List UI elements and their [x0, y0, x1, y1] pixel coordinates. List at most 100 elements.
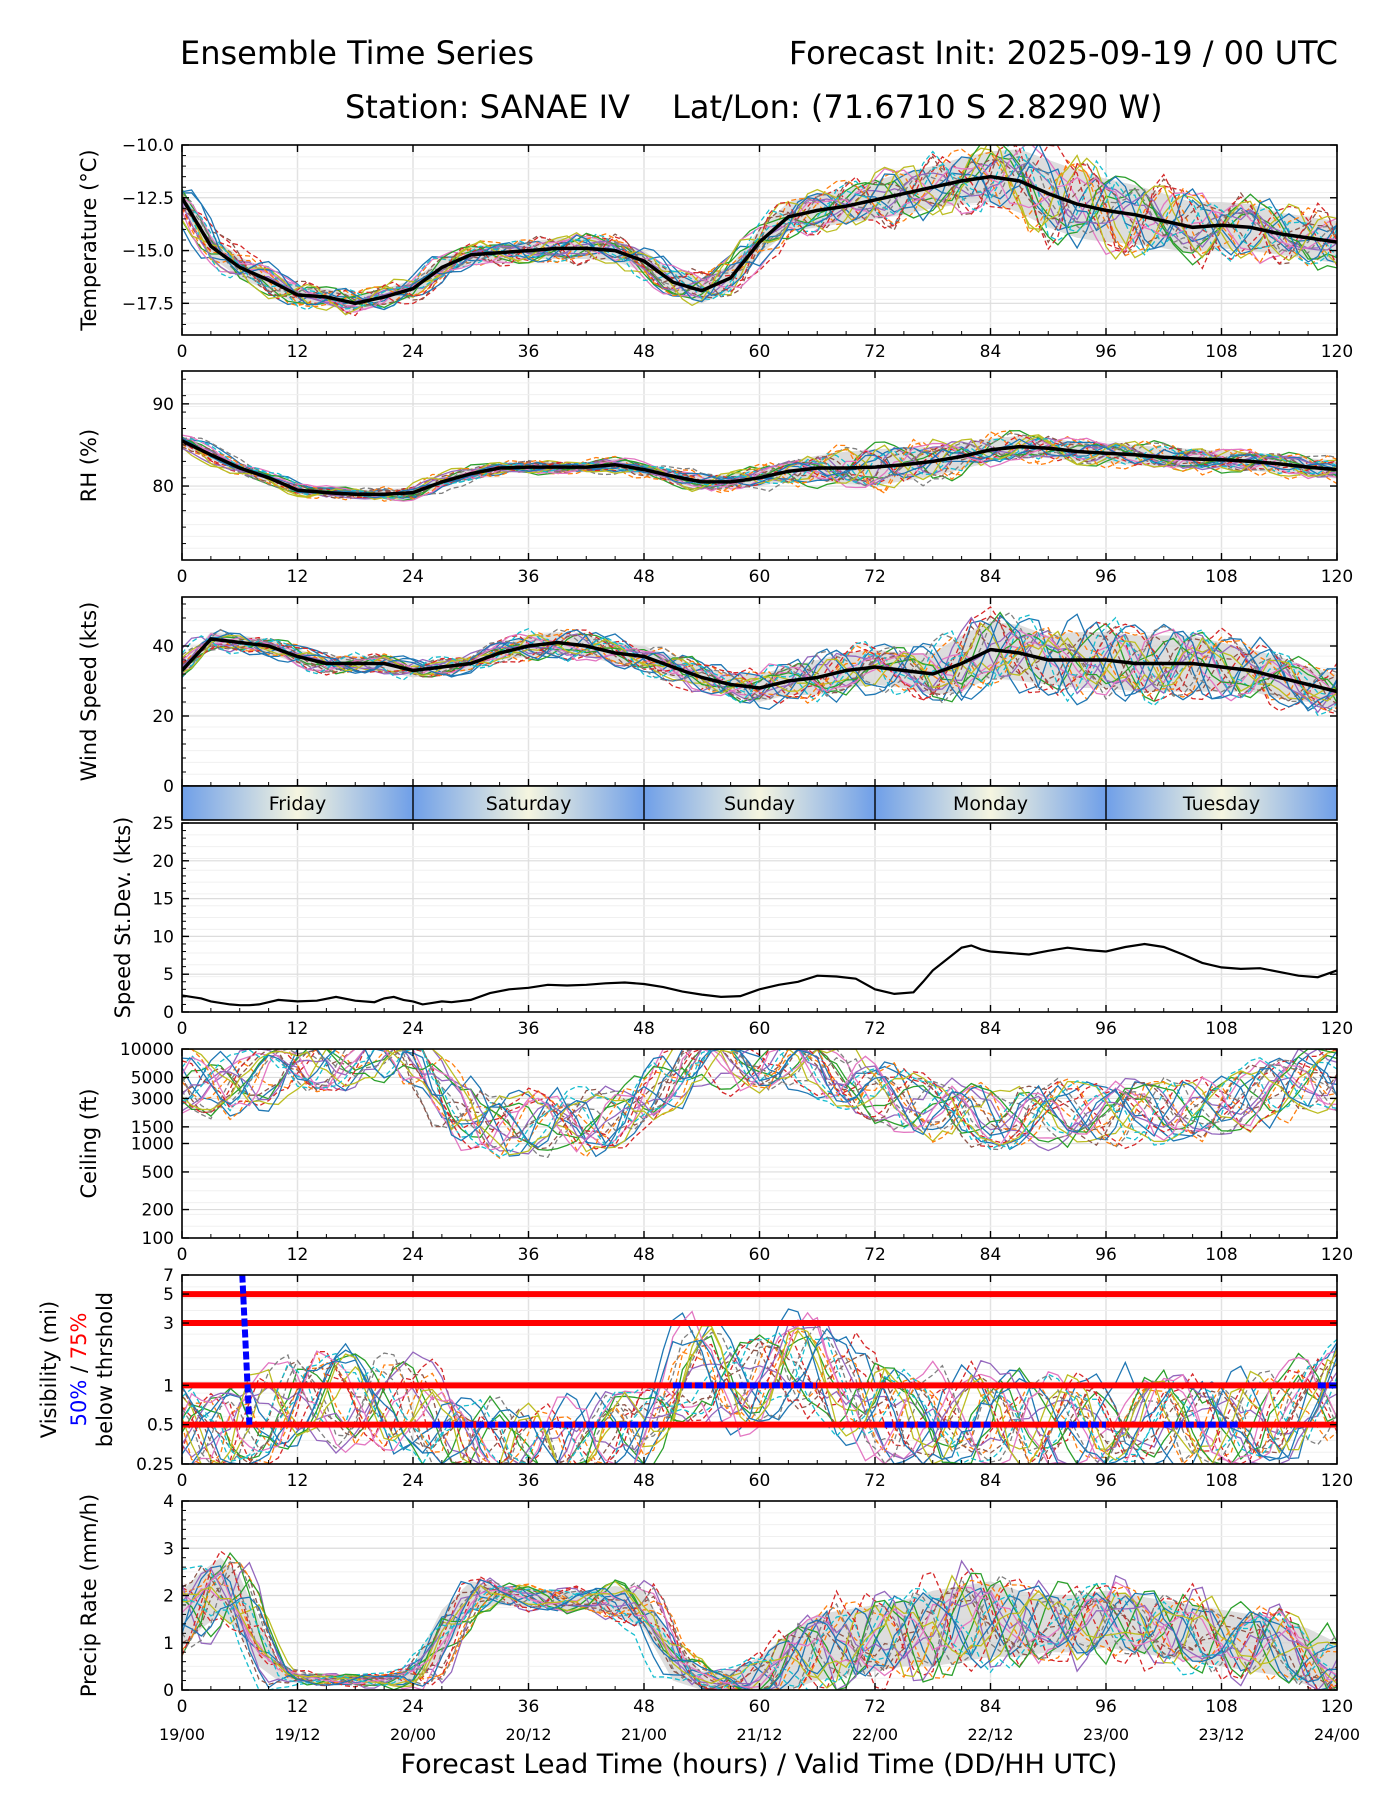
y-axis-sub-label: below thrshold: [93, 1292, 117, 1447]
x-tick-label: 24: [402, 1019, 424, 1039]
day-bar-frame: [181, 785, 1338, 821]
x-tick-label: 84: [980, 1697, 1002, 1717]
x-tick-label: 36: [518, 1471, 540, 1491]
x-tick-label: 24: [402, 342, 424, 362]
panels: −17.5−15.0−12.5−10.00 12 24 36 48 60 72 84 96 108…: [37, 136, 1353, 1717]
visibility-member-line: [182, 1337, 1337, 1464]
rh-mean-line: [182, 439, 1337, 497]
x-tick-label: 120: [1321, 1471, 1353, 1491]
ceiling-member-line: [182, 1049, 1337, 1156]
y-tick-label: 4: [163, 1492, 174, 1512]
ceiling-member-line: [182, 1049, 1337, 1153]
wind-member-line: [182, 614, 1337, 710]
visibility-member-line: [182, 1331, 1337, 1464]
y-tick-label: 25: [152, 814, 174, 834]
x-tick-label: 96: [1095, 1471, 1117, 1491]
temperature-member-line: [182, 148, 1337, 308]
x-tick-label: 120: [1321, 1245, 1353, 1265]
pct-50: 50%: [67, 1380, 91, 1427]
y-tick-label: 10: [152, 927, 174, 947]
precip-member-line: [182, 1585, 1337, 1690]
valid-time-label: 19/12: [274, 1725, 320, 1744]
ceiling-member-line: [182, 1049, 1337, 1149]
rh-member-line: [182, 438, 1337, 499]
day-label: Sunday: [724, 793, 795, 815]
x-tick-label: 0: [177, 1697, 188, 1717]
valid-time-label: 24/00: [1314, 1725, 1360, 1744]
wind-panel: 0 20 40 Wind Speed (kts): [77, 596, 1338, 797]
visibility-member-line: [182, 1327, 1337, 1464]
visibility-member-line: [182, 1322, 1337, 1464]
precip-spread-band: [182, 1557, 1337, 1690]
day-segment: [182, 786, 413, 820]
y-tick-label: 3: [163, 1539, 174, 1559]
y-tick-label: 0.5: [147, 1416, 174, 1436]
visibility-member-line: [182, 1343, 1337, 1464]
speed_stdev-series-line: [182, 942, 1337, 1007]
wind-member-line: [182, 611, 1337, 705]
x-tick-label: 48: [633, 1471, 655, 1491]
y-tick-label: 5: [163, 965, 174, 985]
x-tick-label: 72: [864, 342, 886, 362]
y-axis-label: Ceiling (ft): [77, 1088, 101, 1198]
x-tick-label: 12: [287, 1245, 309, 1265]
valid-time-label: 23/12: [1198, 1725, 1244, 1744]
x-tick-label: 0: [177, 567, 188, 587]
precip-member-line: [182, 1559, 1337, 1690]
ceiling-member-line: [182, 1049, 1337, 1149]
visibility-member-line: [182, 1327, 1337, 1464]
valid-time-label: 20/00: [390, 1725, 436, 1744]
x-tick-label: 84: [980, 342, 1002, 362]
y-tick-label: 5000: [131, 1068, 174, 1088]
ceiling-member-line: [182, 1049, 1337, 1151]
x-tick-label: 96: [1095, 1697, 1117, 1717]
temperature-mean-line: [182, 174, 1337, 306]
y-tick-label: 1500: [131, 1118, 174, 1138]
y-axis-label: Speed St.Dev. (kts): [111, 817, 135, 1019]
x-tick-label: 72: [864, 567, 886, 587]
visibility-member-line: [182, 1321, 1337, 1464]
wind-member-line: [182, 634, 1337, 699]
x-tick-label: 48: [633, 1697, 655, 1717]
y-tick-label: −12.5: [122, 189, 174, 209]
x-tick-label: 0: [177, 342, 188, 362]
x-tick-label: 84: [980, 1245, 1002, 1265]
x-tick-label: 72: [864, 1245, 886, 1265]
temperature-panel: −17.5 −15.0 −12.5 −10.0 0 12 24 36 48 60 72 84 96 108…: [77, 136, 1353, 362]
rh-panel: 80 90 0 12 24 36 48 60 72 84 96 108 120 RH (%): [77, 370, 1353, 587]
day-label: Monday: [953, 793, 1028, 815]
precip-member-line: [182, 1567, 1337, 1690]
ceiling-plot-area: [182, 1049, 1337, 1160]
ceiling-member-line: [182, 1049, 1337, 1141]
title-left: Ensemble Time Series: [180, 34, 534, 72]
x-tick-label: 24: [402, 1245, 424, 1265]
x-tick-label: 108: [1205, 1245, 1237, 1265]
x-tick-label: 0: [177, 1245, 188, 1265]
x-tick-label: 96: [1095, 1245, 1117, 1265]
x-tick-label: 108: [1205, 1697, 1237, 1717]
day-label: Tuesday: [1182, 793, 1260, 815]
speed_stdev-plot-area: [182, 942, 1337, 1007]
x-tick-label: 72: [864, 1471, 886, 1491]
x-axis-label: Forecast Lead Time (hours) / Valid Time …: [401, 1749, 1118, 1780]
visibility-member-line: [182, 1325, 1337, 1464]
wind-member-line: [182, 628, 1337, 702]
y-tick-label: 20: [152, 852, 174, 872]
precip-member-line: [182, 1561, 1337, 1690]
rh-plot-area: [182, 429, 1337, 502]
precip-member-line: [182, 1551, 1337, 1690]
valid-time-labels: 19/00 19/12 20/00 20/12 21/00 21/12 22/00 22/12…: [159, 1725, 1360, 1744]
precip-member-line: [182, 1550, 1337, 1690]
visibility-member-line: [182, 1336, 1337, 1464]
x-tick-label: 120: [1321, 1019, 1353, 1039]
x-tick-label: 120: [1321, 567, 1353, 587]
station-label: Station: SANAE IV: [345, 88, 630, 126]
day-label: Friday: [269, 793, 327, 815]
y-tick-label: 100: [142, 1229, 174, 1249]
temperature-member-line: [182, 152, 1337, 306]
visibility-panel: 0.25 0.5 1 3 57 0 12 24 36 48 60 72 84 96 108 120 Visibi…: [37, 1266, 1353, 1491]
valid-time-label: 21/12: [736, 1725, 782, 1744]
valid-time-label: 22/12: [967, 1725, 1013, 1744]
ceiling-member-line: [182, 1049, 1337, 1159]
y-axis-label: Visibility (mi): [37, 1301, 61, 1438]
